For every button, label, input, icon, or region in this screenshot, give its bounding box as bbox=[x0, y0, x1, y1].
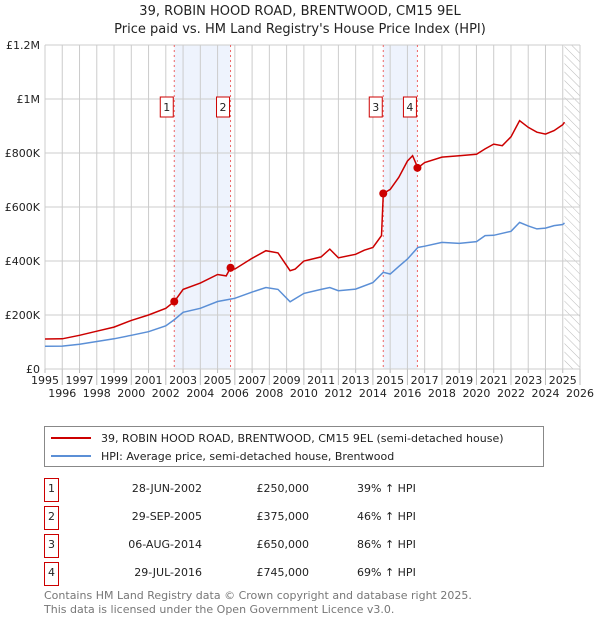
x-tick-label: 2010 bbox=[290, 387, 318, 400]
x-tick-label: 2019 bbox=[445, 374, 473, 387]
x-tick-label: 2025 bbox=[549, 374, 577, 387]
footer-copyright: Contains HM Land Registry data © Crown c… bbox=[44, 589, 472, 602]
transaction-number: 4 bbox=[44, 562, 59, 586]
chart-title: 39, ROBIN HOOD ROAD, BRENTWOOD, CM15 9EL bbox=[139, 4, 461, 19]
sale-label: 4 bbox=[406, 101, 413, 114]
sale-point bbox=[170, 297, 179, 306]
x-tick-label: 2005 bbox=[204, 374, 232, 387]
legend: 39, ROBIN HOOD ROAD, BRENTWOOD, CM15 9EL… bbox=[44, 426, 544, 467]
x-tick-label: 1995 bbox=[31, 374, 59, 387]
transaction-price: £650,000 bbox=[256, 538, 310, 551]
hpi-line bbox=[44, 221, 565, 348]
x-tick-label: 2024 bbox=[531, 387, 559, 400]
sale-point bbox=[413, 163, 422, 172]
y-tick-label: £1.2M bbox=[6, 39, 40, 52]
sale-label: 3 bbox=[372, 101, 379, 114]
x-tick-label: 2004 bbox=[186, 387, 214, 400]
transaction-hpi: 46% ↑ HPI bbox=[357, 510, 416, 523]
x-tick-label: 2023 bbox=[514, 374, 542, 387]
transaction-number: 2 bbox=[44, 506, 59, 530]
transaction-hpi: 69% ↑ HPI bbox=[357, 566, 416, 579]
transaction-price: £745,000 bbox=[256, 566, 310, 579]
transaction-date: 06-AUG-2014 bbox=[128, 538, 202, 551]
sale-point bbox=[226, 263, 235, 272]
legend-item-property: 39, ROBIN HOOD ROAD, BRENTWOOD, CM15 9EL… bbox=[51, 430, 504, 446]
legend-swatch-red bbox=[51, 437, 91, 439]
y-tick-label: £400K bbox=[5, 255, 41, 268]
transaction-date: 29-JUL-2016 bbox=[134, 566, 202, 579]
sale-label-box bbox=[159, 96, 174, 118]
legend-item-hpi: HPI: Average price, semi-detached house,… bbox=[51, 448, 394, 464]
chart-subtitle: Price paid vs. HM Land Registry's House … bbox=[114, 22, 486, 37]
x-tick-label: 2014 bbox=[359, 387, 387, 400]
x-tick-label: 2006 bbox=[221, 387, 249, 400]
y-tick-label: £0 bbox=[26, 363, 40, 376]
x-tick-label: 2021 bbox=[480, 374, 508, 387]
legend-label: HPI: Average price, semi-detached house,… bbox=[101, 449, 395, 463]
sale-label: 1 bbox=[163, 101, 170, 114]
x-tick-label: 2016 bbox=[393, 387, 421, 400]
legend-swatch-blue bbox=[51, 455, 91, 457]
y-tick-label: £1M bbox=[17, 93, 41, 106]
sale-point bbox=[379, 189, 388, 198]
x-tick-label: 2022 bbox=[497, 387, 525, 400]
x-tick-label: 2026 bbox=[566, 387, 594, 400]
y-tick-label: £200K bbox=[5, 309, 41, 322]
transaction-number: 1 bbox=[44, 478, 59, 502]
x-tick-label: 2009 bbox=[273, 374, 301, 387]
price-chart: 1995199619971998199920002001200220032004… bbox=[5, 39, 594, 400]
sale-label: 2 bbox=[220, 101, 227, 114]
x-tick-label: 2020 bbox=[462, 387, 490, 400]
y-tick-label: £600K bbox=[5, 201, 41, 214]
x-tick-label: 1998 bbox=[83, 387, 111, 400]
x-tick-label: 1997 bbox=[66, 374, 94, 387]
x-tick-label: 2007 bbox=[238, 374, 266, 387]
legend-label: 39, ROBIN HOOD ROAD, BRENTWOOD, CM15 9EL… bbox=[101, 431, 504, 445]
transaction-price: £375,000 bbox=[256, 510, 310, 523]
footer-licence: This data is licensed under the Open Gov… bbox=[44, 603, 395, 616]
x-tick-label: 2000 bbox=[117, 387, 145, 400]
x-tick-label: 1999 bbox=[100, 374, 128, 387]
x-tick-label: 2008 bbox=[255, 387, 283, 400]
transaction-date: 28-JUN-2002 bbox=[131, 482, 202, 495]
sale-label-box bbox=[368, 96, 383, 118]
x-tick-label: 1996 bbox=[48, 387, 76, 400]
x-tick-label: 2011 bbox=[307, 374, 335, 387]
transaction-hpi: 39% ↑ HPI bbox=[357, 482, 416, 495]
sale-label-box bbox=[216, 96, 231, 118]
y-tick-label: £800K bbox=[5, 147, 41, 160]
x-tick-label: 2001 bbox=[135, 374, 163, 387]
x-tick-label: 2017 bbox=[411, 374, 439, 387]
x-tick-label: 2015 bbox=[376, 374, 404, 387]
x-tick-label: 2002 bbox=[152, 387, 180, 400]
x-tick-label: 2018 bbox=[428, 387, 456, 400]
x-tick-label: 2013 bbox=[342, 374, 370, 387]
x-tick-label: 2012 bbox=[324, 387, 352, 400]
transaction-price: £250,000 bbox=[256, 482, 310, 495]
transaction-number: 3 bbox=[44, 534, 59, 558]
x-tick-label: 2003 bbox=[169, 374, 197, 387]
sale-label-box bbox=[402, 96, 417, 118]
transaction-hpi: 86% ↑ HPI bbox=[357, 538, 416, 551]
transaction-date: 29-SEP-2005 bbox=[131, 510, 202, 523]
